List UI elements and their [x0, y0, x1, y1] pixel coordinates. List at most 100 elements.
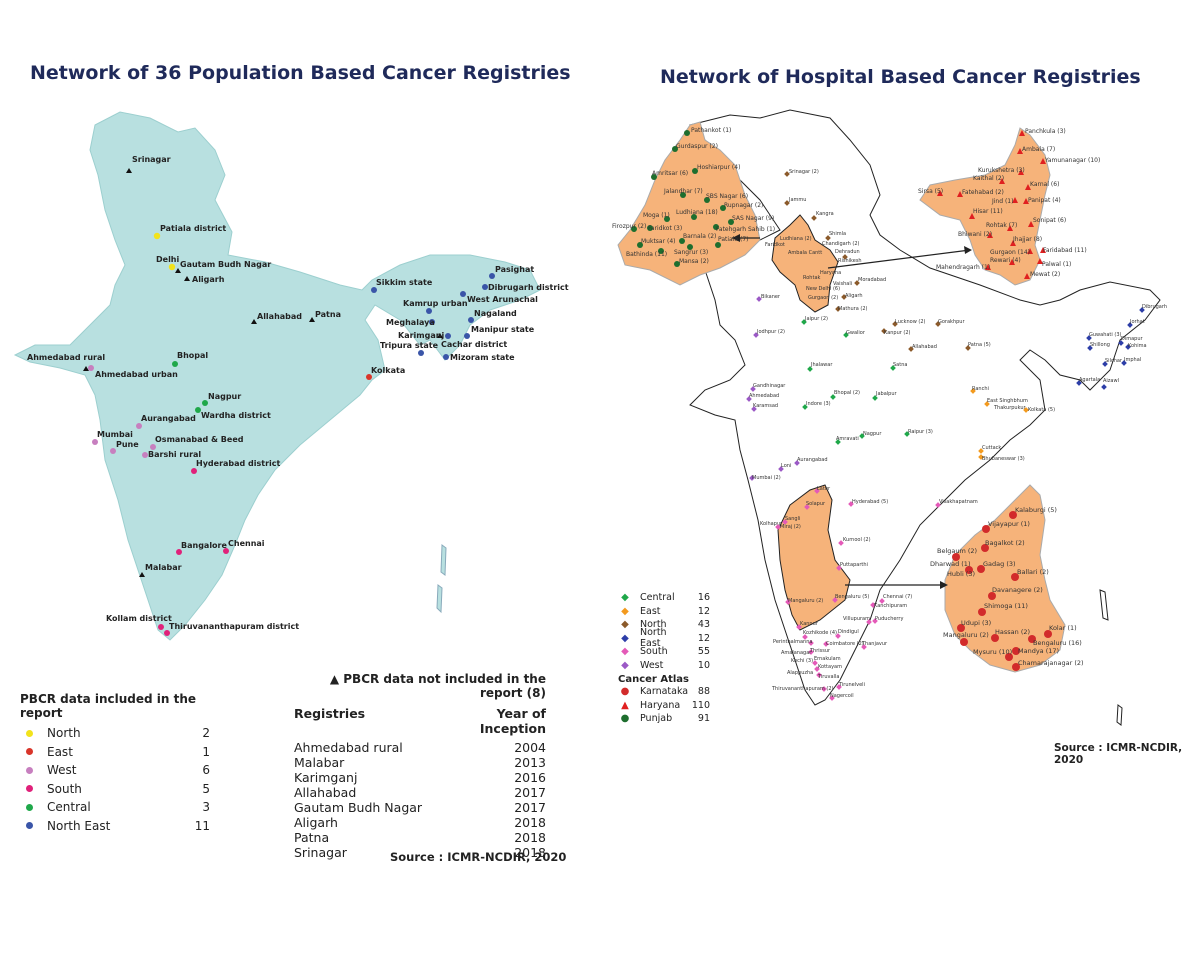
svg-text:Faridabad (11): Faridabad (11)	[1043, 247, 1087, 254]
svg-text:Jorhat: Jorhat	[1129, 319, 1145, 325]
svg-text:Patiala district: Patiala district	[160, 224, 226, 233]
svg-text:Gandhinagar: Gandhinagar	[753, 383, 786, 389]
svg-text:Ahmedabad: Ahmedabad	[749, 393, 779, 399]
pbcr-source: Source : ICMR-NCDIR, 2020	[390, 850, 567, 864]
svg-text:Haryana: Haryana	[820, 270, 841, 276]
svg-text:Bengaluru (5): Bengaluru (5)	[835, 594, 869, 600]
svg-text:Srinagar: Srinagar	[132, 155, 171, 164]
svg-text:Kanchipuram: Kanchipuram	[874, 603, 907, 609]
svg-text:West Arunachal: West Arunachal	[467, 295, 538, 304]
svg-text:Gurgaon (14): Gurgaon (14)	[990, 249, 1030, 256]
svg-text:Kolkata (5): Kolkata (5)	[1028, 407, 1055, 413]
svg-text:Aurangabad: Aurangabad	[141, 414, 196, 423]
svg-text:Vaishali: Vaishali	[833, 281, 852, 287]
legend-item-east: ◆ East 12	[621, 605, 710, 617]
svg-text:Pasighat: Pasighat	[495, 265, 534, 274]
svg-text:Hubli (3): Hubli (3)	[947, 570, 975, 578]
svg-text:Agartala: Agartala	[1079, 377, 1100, 383]
svg-text:Visakhapatnam: Visakhapatnam	[939, 499, 978, 505]
svg-text:Nagaland: Nagaland	[474, 309, 517, 318]
svg-text:Tirunelveli: Tirunelveli	[838, 682, 865, 688]
svg-text:Puttaparthi: Puttaparthi	[840, 562, 868, 568]
hbcr-source: Source : ICMR-NCDIR, 2020	[1054, 742, 1183, 766]
svg-text:Mumbai: Mumbai	[97, 430, 133, 439]
svg-text:Malabar: Malabar	[145, 563, 182, 572]
diamond-icon: ◆	[621, 632, 629, 644]
svg-text:Latur: Latur	[817, 486, 831, 492]
legend-item-south: South 5	[20, 780, 210, 799]
svg-text:Ludhiana (18): Ludhiana (18)	[676, 209, 718, 216]
svg-text:Nagercoil: Nagercoil	[830, 693, 854, 699]
svg-text:Amravati: Amravati	[836, 436, 859, 442]
svg-text:SAS Nagar (9): SAS Nagar (9)	[732, 215, 774, 222]
svg-text:Jaipur (2): Jaipur (2)	[804, 316, 828, 322]
legend-item-south: ◆ South 55	[621, 646, 710, 658]
blue-dot-icon	[26, 822, 33, 830]
svg-text:Delhi: Delhi	[156, 255, 180, 264]
svg-text:Chandigarh (2): Chandigarh (2)	[822, 241, 860, 247]
svg-text:Bhopal (2): Bhopal (2)	[834, 390, 860, 396]
svg-text:Loni: Loni	[781, 463, 791, 469]
legend-item-central: ◆ Central 16	[621, 592, 710, 604]
svg-text:Tiruvalla: Tiruvalla	[817, 674, 839, 680]
svg-text:Ambala Cantt: Ambala Cantt	[788, 250, 822, 256]
svg-text:Muktsar (4): Muktsar (4)	[641, 238, 675, 245]
svg-text:Ludhiana (2): Ludhiana (2)	[780, 236, 812, 242]
svg-text:New Delhi (6): New Delhi (6)	[806, 286, 840, 292]
svg-text:Bangalore: Bangalore	[181, 541, 228, 550]
svg-text:Panipat (4): Panipat (4)	[1028, 197, 1061, 204]
table-row: Srinagar 2018	[294, 845, 546, 860]
svg-text:Puducherry: Puducherry	[875, 616, 903, 622]
svg-text:Fatehabad (2): Fatehabad (2)	[962, 189, 1004, 196]
triangle-marker-srinagar	[126, 168, 132, 173]
svg-text:Mewat (2): Mewat (2)	[1030, 271, 1060, 278]
svg-text:Miraj (2): Miraj (2)	[780, 524, 801, 530]
triangle-icon: ▲	[621, 699, 629, 711]
svg-text:Ahmedabad urban: Ahmedabad urban	[95, 370, 178, 379]
svg-text:Osmanabad & Beed: Osmanabad & Beed	[155, 435, 244, 444]
pbcr-not-included-table: ▲ PBCR data not included in the report (…	[294, 672, 546, 860]
svg-text:Ahmedabad rural: Ahmedabad rural	[27, 353, 105, 362]
pbcr-included-legend: PBCR data included in the report North 2 …	[20, 692, 210, 835]
svg-text:Allahabad: Allahabad	[257, 312, 302, 321]
svg-text:Guwahati (3): Guwahati (3)	[1089, 332, 1122, 338]
svg-text:Sangrur (3): Sangrur (3)	[674, 249, 708, 256]
karnataka-markers: Kalaburgi (5) Vijayapur (1) Bagalkot (2)…	[930, 506, 1084, 671]
svg-text:Mandya (17): Mandya (17)	[1018, 647, 1059, 655]
punjab-markers: Pathankot (1) Gurdaspur (2) Hoshiarpur (…	[612, 127, 775, 267]
svg-text:Jabalpur: Jabalpur	[875, 391, 898, 397]
svg-text:Ballari (2): Ballari (2)	[1017, 568, 1049, 576]
svg-text:Silchar: Silchar	[1105, 358, 1123, 364]
svg-text:Dharwad (1): Dharwad (1)	[930, 560, 970, 568]
legend-heading: PBCR data included in the report	[20, 692, 197, 720]
legend-item-east: East 1	[20, 743, 210, 762]
svg-text:Chennai: Chennai	[228, 539, 265, 548]
svg-text:Jhajjar (8): Jhajjar (8)	[1012, 236, 1042, 243]
svg-text:Ranchi: Ranchi	[972, 386, 989, 392]
svg-text:Cachar district: Cachar district	[441, 340, 507, 349]
svg-text:Davanagere (2): Davanagere (2)	[992, 586, 1043, 594]
svg-text:Allahabad: Allahabad	[912, 344, 937, 350]
svg-text:Gadag (3): Gadag (3)	[983, 560, 1016, 568]
svg-text:Amritsar (6): Amritsar (6)	[652, 170, 688, 177]
diamond-icon: ◆	[621, 592, 629, 604]
svg-text:Raipur (3): Raipur (3)	[908, 429, 933, 435]
hbcr-india-map	[617, 109, 1161, 726]
svg-text:Kolhapur: Kolhapur	[760, 521, 783, 527]
svg-text:Bhiwani (2): Bhiwani (2)	[958, 231, 992, 238]
svg-text:Moga (1): Moga (1)	[643, 212, 670, 219]
svg-text:Kurukshetra (3): Kurukshetra (3)	[978, 167, 1025, 174]
svg-text:Rishikesh: Rishikesh	[838, 258, 862, 264]
svg-text:Palwal (1): Palwal (1)	[1042, 261, 1071, 268]
svg-text:Gautam Budh Nagar: Gautam Budh Nagar	[180, 260, 271, 269]
svg-text:Alappuzha: Alappuzha	[787, 670, 813, 676]
svg-text:Shimoga (11): Shimoga (11)	[984, 602, 1028, 610]
svg-text:Kangra: Kangra	[816, 211, 834, 217]
svg-text:Nagpur: Nagpur	[208, 392, 241, 401]
svg-text:Barshi rural: Barshi rural	[148, 450, 201, 459]
svg-text:Rewari (4): Rewari (4)	[990, 257, 1021, 264]
svg-text:Mumbai (2): Mumbai (2)	[752, 475, 781, 481]
svg-text:Barnala (2): Barnala (2)	[683, 233, 716, 240]
svg-text:Solapur: Solapur	[806, 501, 826, 507]
svg-text:Gwalior: Gwalior	[846, 330, 866, 336]
